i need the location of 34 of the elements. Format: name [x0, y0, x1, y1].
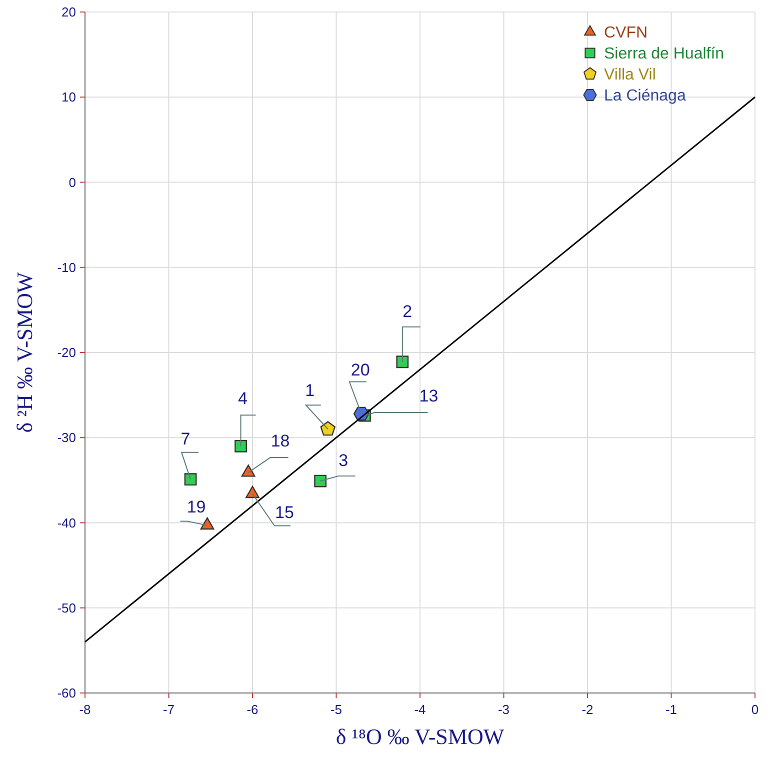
y-tick-label: -30 — [57, 430, 76, 446]
y-tick-label: -60 — [57, 686, 76, 701]
y-tick-label: -10 — [57, 260, 76, 275]
y-tick-label: -40 — [57, 515, 76, 530]
annotation: 2 — [402, 302, 412, 321]
y-tick-label: -20 — [57, 345, 76, 360]
annotation: 20 — [350, 360, 370, 380]
annotation: 19 — [186, 497, 206, 516]
y-tick-label: -50 — [57, 600, 76, 616]
annotation: 18 — [270, 431, 290, 450]
x-tick-label: -1 — [665, 702, 678, 717]
annotation: 4 — [238, 389, 248, 408]
y-tick-label: 10 — [62, 90, 76, 105]
annotation: 1 — [305, 381, 315, 400]
annotation: 15 — [275, 502, 294, 522]
legend-label: CVFN — [604, 24, 648, 42]
x-axis-title: δ ¹⁸O ‰ V-SMOW — [336, 724, 504, 749]
y-tick-label: 0 — [68, 174, 76, 190]
x-tick-label: -2 — [582, 702, 594, 717]
x-tick-label: -6 — [246, 702, 258, 717]
legend-label: Sierra de Hualfín — [604, 46, 724, 63]
legend-label: Villa Vil — [604, 66, 656, 84]
legend-label: La Ciénaga — [604, 88, 686, 105]
x-tick-label: -7 — [162, 702, 175, 717]
x-tick-label: 0 — [751, 702, 759, 717]
annotation: 3 — [338, 450, 348, 470]
x-tick-label: -8 — [79, 702, 91, 717]
x-tick-label: -4 — [414, 702, 426, 717]
annotation: 7 — [180, 429, 190, 448]
annotation: 13 — [419, 386, 438, 406]
y-axis-title: δ ²H ‰ V-SMOW — [12, 272, 37, 433]
x-tick-label: -3 — [498, 702, 510, 717]
y-tick-label: 20 — [62, 4, 76, 20]
x-tick-label: -5 — [330, 702, 342, 717]
